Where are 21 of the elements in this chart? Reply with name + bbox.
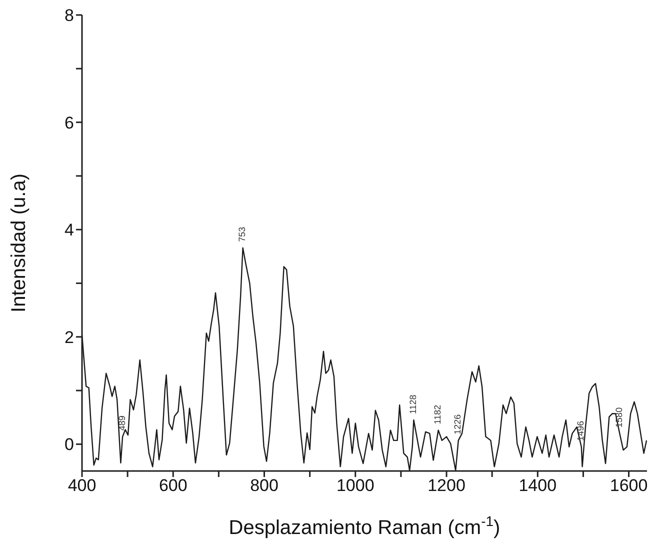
x-axis-title: Desplazamiento Raman (cm$^{-1}$) — [228, 513, 500, 539]
x-tick-label: 400 — [68, 476, 96, 496]
annotation: 1496 — [576, 420, 586, 441]
annotation: 753 — [237, 226, 248, 242]
y-tick-label: 8 — [64, 6, 74, 26]
x-tick-label: 1000 — [336, 476, 374, 496]
y-tick-label: 6 — [64, 113, 74, 132]
x-tick-label: 1600 — [610, 476, 648, 496]
annotation: 1182 — [432, 404, 443, 424]
annotation: 489 — [116, 416, 127, 431]
annotation: 1226 — [452, 414, 463, 434]
x-tick-label: 1200 — [428, 476, 466, 496]
x-tick-label: 1400 — [518, 476, 557, 496]
y-tick-label: 2 — [64, 328, 74, 347]
x-tick-label: 800 — [250, 476, 278, 496]
annotation: 1580 — [614, 407, 624, 428]
y-axis-title: Intensidad (u.a) — [8, 174, 30, 312]
x-tick-label: 600 — [158, 476, 188, 496]
y-tick-label: 4 — [64, 220, 74, 240]
annotation: 1128 — [408, 394, 418, 414]
y-tick-label: 0 — [64, 435, 74, 454]
